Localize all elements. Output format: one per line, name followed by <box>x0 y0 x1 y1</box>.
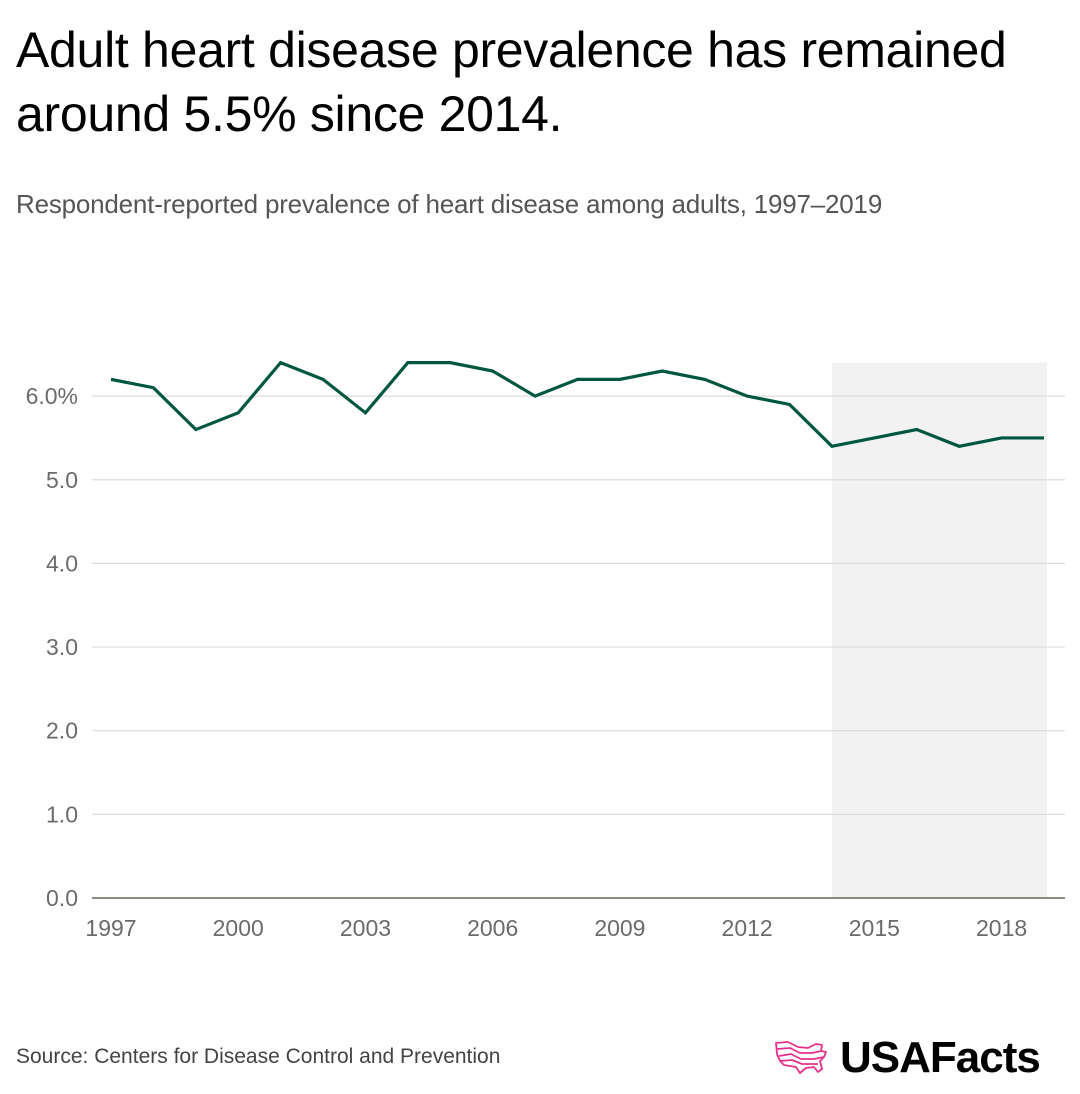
y-tick-label: 4.0 <box>46 550 78 576</box>
gridlines <box>92 395 1065 899</box>
x-axis-labels: 1997 2000 2003 2006 2009 2012 2015 2018 <box>85 915 1027 941</box>
chart-subtitle: Respondent-reported prevalence of heart … <box>16 189 883 219</box>
y-tick-label: 6.0% <box>26 383 78 409</box>
highlight-region <box>831 362 1047 898</box>
usa-map-outline-icon <box>775 1041 827 1074</box>
x-tick-label: 2003 <box>340 915 391 941</box>
y-tick-label: 3.0 <box>46 634 78 660</box>
y-tick-label: 1.0 <box>46 801 78 827</box>
x-tick-label: 2006 <box>467 915 518 941</box>
y-tick-label: 5.0 <box>46 467 78 493</box>
line-chart: 0.0 1.0 2.0 3.0 4.0 5.0 6.0% 1997 2000 2003 2006 2… <box>26 360 1065 941</box>
source-note: Source: Centers for Disease Control and … <box>16 1045 501 1068</box>
y-tick-label: 2.0 <box>46 718 78 744</box>
x-tick-label: 2015 <box>849 915 900 941</box>
usafacts-logo: USAFacts <box>774 1033 1041 1082</box>
x-tick-label: 2012 <box>722 915 773 941</box>
series-line <box>110 360 1044 449</box>
chart-title: Adult heart disease prevalence has remai… <box>16 22 1007 142</box>
x-tick-label: 2009 <box>594 915 645 941</box>
x-tick-label: 2018 <box>976 915 1027 941</box>
x-tick-label: 1997 <box>85 915 136 941</box>
highlight-layer <box>831 362 1047 898</box>
y-axis-labels: 0.0 1.0 2.0 3.0 4.0 5.0 6.0% <box>26 383 78 911</box>
logo-text: USAFacts <box>840 1033 1041 1082</box>
series-layer <box>110 360 1044 449</box>
y-tick-label: 0.0 <box>46 885 78 911</box>
x-tick-label: 2000 <box>213 915 264 941</box>
